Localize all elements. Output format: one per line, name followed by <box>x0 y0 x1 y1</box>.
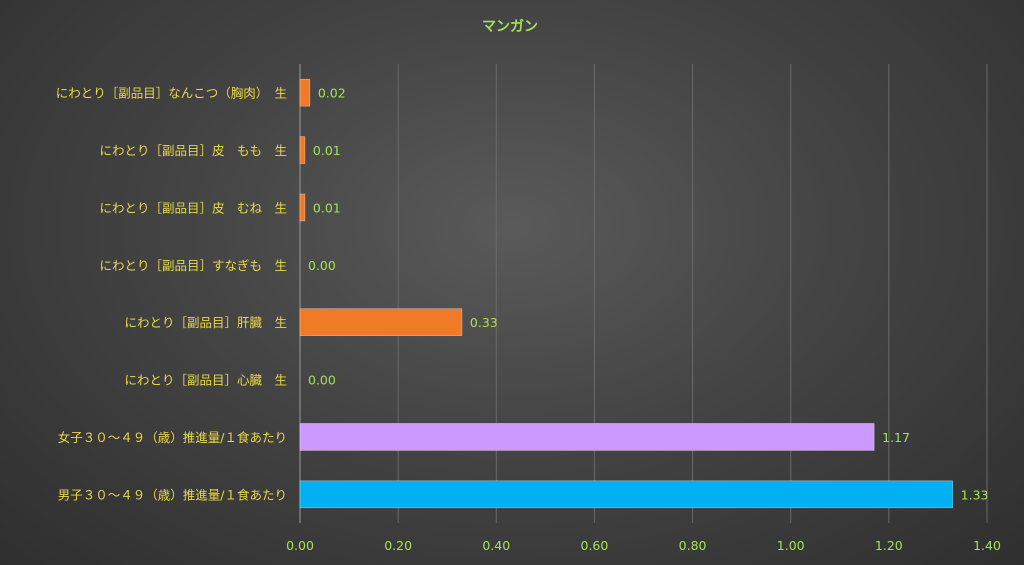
x-tick-label: 0.80 <box>679 538 707 553</box>
data-label: 1.17 <box>882 430 910 445</box>
category-label: にわとり［副品目］肝臓 生 <box>124 315 287 330</box>
x-tick-label: 0.00 <box>286 538 314 553</box>
data-label: 0.00 <box>308 373 336 388</box>
bar <box>299 78 311 107</box>
x-tick-label: 0.20 <box>384 538 412 553</box>
category-label: にわとり［副品目］皮 もも 生 <box>99 143 287 158</box>
data-label: 1.33 <box>961 487 989 502</box>
bar <box>299 423 875 451</box>
data-label: 0.01 <box>313 200 341 215</box>
chart-title: マンガン <box>482 19 538 35</box>
category-label: 女子３０～４９（歳）推進量/１食あたり <box>58 430 287 445</box>
category-label: にわとり［副品目］皮 むね 生 <box>99 200 287 215</box>
data-label: 0.00 <box>308 258 336 273</box>
bar <box>299 193 306 222</box>
x-tick-label: 0.60 <box>581 538 609 553</box>
x-tick-labels: 0.00 0.20 0.40 0.60 0.80 1.00 1.20 1.40 <box>286 538 1001 553</box>
bar <box>299 480 953 509</box>
x-tick-label: 1.00 <box>777 538 805 553</box>
category-label: にわとり［副品目］なんこつ（胸肉） 生 <box>56 86 287 101</box>
bar <box>299 308 463 336</box>
category-label: にわとり［副品目］すなぎも 生 <box>99 258 287 273</box>
bars: 0.02 0.01 0.01 0.00 0.33 0.00 1.17 1.33 <box>299 78 989 509</box>
data-label: 0.02 <box>318 86 346 101</box>
bar <box>299 136 306 164</box>
x-tick-label: 0.40 <box>482 538 510 553</box>
x-tick-label: 1.20 <box>875 538 903 553</box>
data-label: 0.01 <box>313 143 341 158</box>
category-label: にわとり［副品目］心臓 生 <box>124 373 287 388</box>
data-label: 0.33 <box>470 315 498 330</box>
x-tick-label: 1.40 <box>973 538 1001 553</box>
category-label: 男子３０～４９（歳）推進量/１食あたり <box>58 487 287 502</box>
gridlines <box>299 64 988 523</box>
